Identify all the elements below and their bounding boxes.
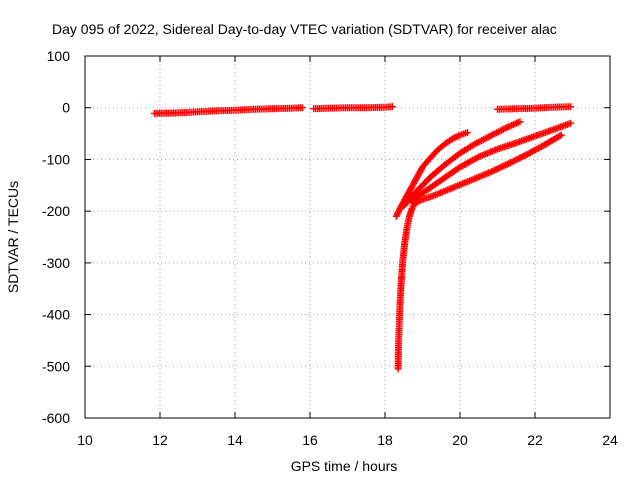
y-tick-label: 0 — [62, 100, 70, 116]
axis-ticks: 10 12 14 16 18 20 22 24 100 0 -100 -200 -300 -400 -500… — [42, 48, 618, 448]
series-rise-arc-1 — [392, 129, 471, 220]
chart-title: Day 095 of 2022, Sidereal Day-to-day VTE… — [52, 21, 557, 37]
x-tick-label: 20 — [452, 432, 468, 448]
data-point — [516, 118, 524, 126]
data-point — [506, 159, 514, 167]
grid-lines — [85, 56, 610, 418]
x-axis-label: GPS time / hours — [291, 458, 398, 474]
data-point — [492, 165, 500, 173]
data-point — [499, 162, 506, 170]
series-segment-3 — [494, 103, 575, 113]
series-rise-arc-4 — [415, 131, 565, 205]
data-point — [389, 103, 396, 111]
y-tick-label: -500 — [42, 358, 70, 374]
data-point — [514, 155, 522, 163]
series-segment-2 — [310, 103, 396, 113]
data-point — [503, 160, 511, 168]
y-tick-label: -400 — [42, 307, 70, 323]
data-point — [557, 131, 565, 139]
data-point — [513, 156, 521, 164]
data-point — [299, 104, 306, 112]
data-point — [395, 208, 402, 216]
y-tick-label: -200 — [42, 203, 70, 219]
data-point — [495, 164, 503, 172]
data-point — [489, 167, 497, 175]
x-tick-label: 14 — [227, 432, 243, 448]
data-point — [502, 161, 510, 169]
x-tick-label: 12 — [152, 432, 168, 448]
x-tick-label: 16 — [302, 432, 318, 448]
data-point — [556, 132, 564, 140]
data-point — [488, 168, 496, 176]
x-tick-label: 24 — [602, 432, 618, 448]
data-point — [455, 132, 462, 140]
y-tick-label: 100 — [47, 48, 71, 64]
data-point — [567, 103, 575, 111]
x-tick-label: 22 — [527, 432, 543, 448]
x-tick-label: 10 — [77, 432, 93, 448]
data-point — [520, 152, 528, 160]
data-point — [516, 154, 524, 162]
y-tick-label: -100 — [42, 151, 70, 167]
data-point — [497, 163, 505, 171]
y-axis-label: SDTVAR / TECUs — [5, 181, 21, 293]
series-rise-arc-2 — [400, 118, 524, 210]
data-point — [508, 158, 516, 166]
data-point — [509, 157, 517, 165]
data-point — [567, 119, 575, 127]
data-point — [517, 153, 525, 161]
data-point — [494, 165, 502, 173]
data-point — [394, 209, 402, 217]
y-tick-label: -600 — [42, 410, 70, 426]
series-rise-arc-3 — [407, 119, 575, 205]
y-tick-label: -300 — [42, 255, 70, 271]
data-point — [464, 129, 471, 137]
data-points — [150, 103, 575, 373]
data-point — [486, 168, 494, 176]
data-point — [511, 156, 519, 164]
data-point — [393, 211, 401, 219]
x-tick-label: 18 — [377, 432, 393, 448]
series-drop-arc — [394, 197, 423, 373]
data-point — [473, 154, 481, 162]
data-point — [519, 153, 527, 161]
data-point — [500, 162, 508, 170]
plot-frame — [84, 55, 611, 419]
data-point — [505, 160, 513, 168]
series-segment-1 — [150, 104, 306, 117]
data-point — [491, 166, 499, 174]
data-point — [392, 212, 400, 220]
